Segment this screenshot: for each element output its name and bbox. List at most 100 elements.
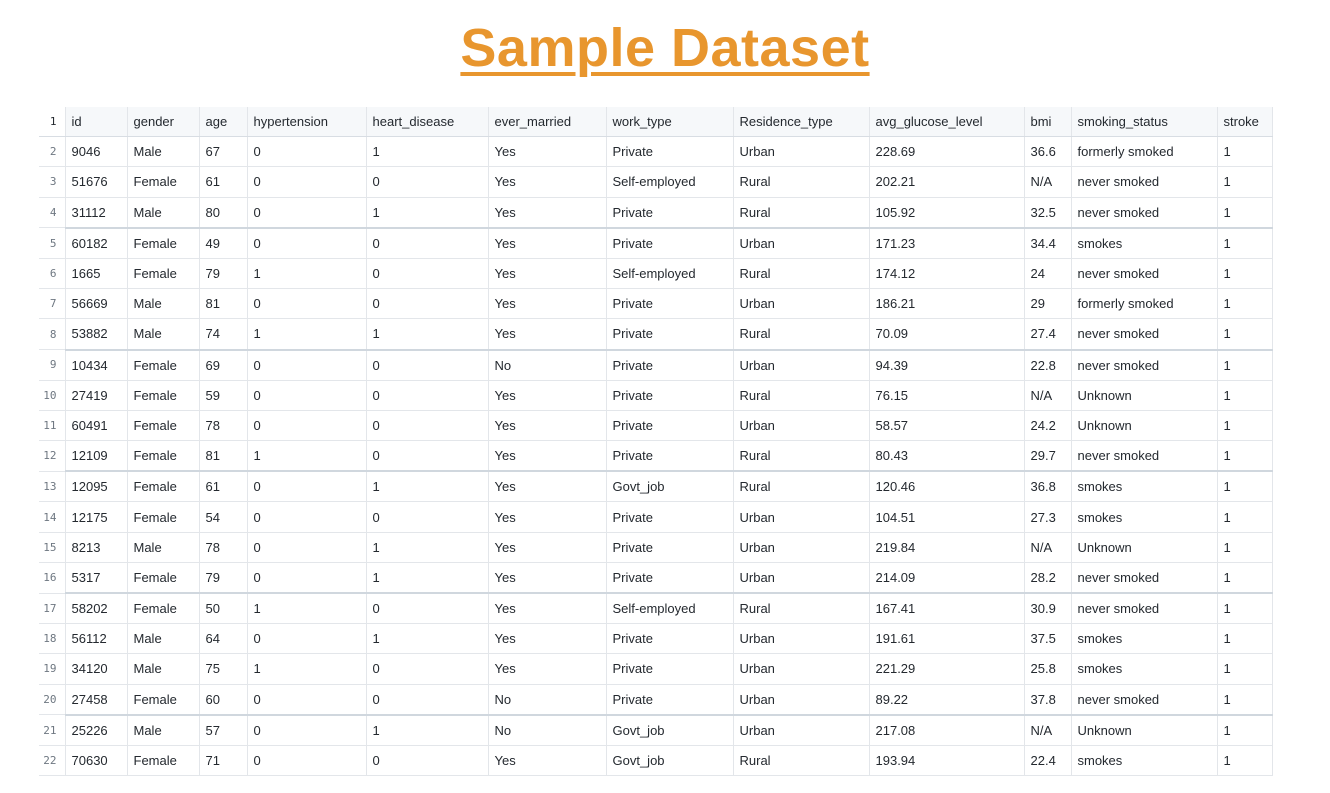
line-number: 9	[39, 349, 66, 381]
cell-hypertension: 1	[247, 258, 367, 290]
line-number: 11	[39, 410, 66, 442]
cell-avg-glucose-level: 171.23	[869, 227, 1025, 259]
cell-age: 57	[199, 714, 248, 746]
column-header-work-type: work_type	[606, 107, 734, 138]
cell-heart-disease: 1	[366, 714, 489, 746]
cell-gender: Female	[127, 410, 200, 442]
cell-stroke: 1	[1217, 593, 1273, 625]
cell-avg-glucose-level: 219.84	[869, 532, 1025, 563]
cell-ever-married: Yes	[488, 227, 607, 259]
line-number: 3	[39, 166, 66, 198]
cell-heart-disease: 0	[366, 440, 489, 473]
cell-id: 12175	[65, 501, 128, 533]
cell-avg-glucose-level: 80.43	[869, 440, 1025, 473]
cell-ever-married: Yes	[488, 318, 607, 351]
cell-age: 50	[199, 593, 248, 625]
cell-bmi: 25.8	[1024, 653, 1072, 685]
cell-age: 61	[199, 166, 248, 198]
cell-hypertension: 0	[247, 410, 367, 442]
cell-work-type: Self-employed	[606, 593, 734, 625]
cell-stroke: 1	[1217, 166, 1273, 198]
cell-stroke: 1	[1217, 380, 1273, 411]
cell-age: 69	[199, 349, 248, 381]
cell-work-type: Govt_job	[606, 471, 734, 503]
table-row: 2 9046 Male 67 0 1 Yes Private Urban 228.69 36.6 fo…	[39, 136, 1273, 168]
cell-hypertension: 0	[247, 136, 367, 168]
cell-age: 78	[199, 410, 248, 442]
cell-residence-type: Rural	[733, 593, 870, 625]
cell-stroke: 1	[1217, 410, 1273, 442]
cell-smoking-status: never smoked	[1071, 318, 1218, 351]
cell-heart-disease: 0	[366, 653, 489, 685]
cell-gender: Female	[127, 501, 200, 533]
cell-residence-type: Rural	[733, 380, 870, 411]
cell-stroke: 1	[1217, 318, 1273, 351]
cell-heart-disease: 0	[366, 593, 489, 625]
cell-heart-disease: 1	[366, 318, 489, 351]
cell-avg-glucose-level: 228.69	[869, 136, 1025, 168]
cell-stroke: 1	[1217, 227, 1273, 259]
cell-ever-married: Yes	[488, 653, 607, 685]
cell-age: 59	[199, 380, 248, 411]
cell-stroke: 1	[1217, 623, 1273, 655]
column-header-id: id	[65, 107, 128, 138]
cell-age: 54	[199, 501, 248, 533]
column-header-gender: gender	[127, 107, 200, 138]
cell-id: 27458	[65, 684, 128, 716]
cell-gender: Male	[127, 318, 200, 351]
table-row: 7 56669 Male 81 0 0 Yes Private Urban 186.21 29 for…	[39, 288, 1273, 320]
cell-smoking-status: never smoked	[1071, 258, 1218, 290]
cell-hypertension: 1	[247, 318, 367, 351]
cell-residence-type: Urban	[733, 410, 870, 442]
cell-id: 12095	[65, 471, 128, 503]
cell-residence-type: Rural	[733, 166, 870, 198]
cell-ever-married: Yes	[488, 593, 607, 625]
cell-gender: Male	[127, 136, 200, 168]
cell-heart-disease: 1	[366, 532, 489, 563]
cell-smoking-status: formerly smoked	[1071, 288, 1218, 320]
cell-ever-married: Yes	[488, 197, 607, 229]
cell-age: 79	[199, 562, 248, 594]
line-number: 14	[39, 501, 66, 533]
cell-avg-glucose-level: 58.57	[869, 410, 1025, 442]
cell-gender: Female	[127, 227, 200, 259]
cell-hypertension: 0	[247, 714, 367, 746]
cell-heart-disease: 0	[366, 410, 489, 442]
cell-stroke: 1	[1217, 258, 1273, 290]
table-row: 22 70630 Female 71 0 0 Yes Govt_job Rural 193.94 2…	[39, 745, 1273, 777]
cell-avg-glucose-level: 191.61	[869, 623, 1025, 655]
cell-ever-married: Yes	[488, 440, 607, 473]
cell-ever-married: No	[488, 714, 607, 746]
cell-bmi: 29.7	[1024, 440, 1072, 473]
cell-id: 60182	[65, 227, 128, 259]
cell-smoking-status: never smoked	[1071, 440, 1218, 473]
cell-bmi: 36.6	[1024, 136, 1072, 168]
cell-residence-type: Urban	[733, 653, 870, 685]
cell-id: 5317	[65, 562, 128, 594]
cell-smoking-status: never smoked	[1071, 684, 1218, 716]
cell-avg-glucose-level: 105.92	[869, 197, 1025, 229]
cell-id: 60491	[65, 410, 128, 442]
cell-smoking-status: never smoked	[1071, 562, 1218, 594]
cell-avg-glucose-level: 186.21	[869, 288, 1025, 320]
cell-gender: Male	[127, 288, 200, 320]
table-row: 11 60491 Female 78 0 0 Yes Private Urban 58.57 24.…	[39, 410, 1273, 442]
line-number: 6	[39, 258, 66, 290]
cell-heart-disease: 1	[366, 197, 489, 229]
cell-gender: Female	[127, 471, 200, 503]
cell-hypertension: 1	[247, 440, 367, 473]
cell-bmi: N/A	[1024, 532, 1072, 563]
cell-ever-married: Yes	[488, 623, 607, 655]
cell-ever-married: Yes	[488, 410, 607, 442]
cell-hypertension: 0	[247, 349, 367, 381]
cell-residence-type: Urban	[733, 562, 870, 594]
cell-work-type: Govt_job	[606, 745, 734, 777]
column-header-hypertension: hypertension	[247, 107, 367, 138]
cell-hypertension: 1	[247, 653, 367, 685]
cell-ever-married: No	[488, 684, 607, 716]
table-row: 3 51676 Female 61 0 0 Yes Self-employed Rural 202…	[39, 166, 1273, 198]
cell-work-type: Private	[606, 136, 734, 168]
cell-id: 27419	[65, 380, 128, 411]
cell-avg-glucose-level: 104.51	[869, 501, 1025, 533]
cell-avg-glucose-level: 214.09	[869, 562, 1025, 594]
